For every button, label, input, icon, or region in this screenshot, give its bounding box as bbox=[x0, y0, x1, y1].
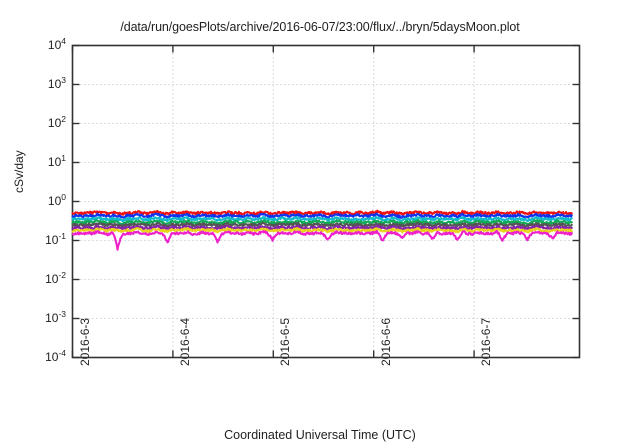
data-series-trace-blue bbox=[71, 212, 573, 219]
data-series-trace-yellow bbox=[71, 226, 573, 234]
y-tick-label: 102 bbox=[47, 113, 66, 130]
y-tick-label: 10-2 bbox=[45, 269, 66, 286]
y-tick-label: 101 bbox=[47, 152, 66, 169]
data-series-trace-magenta bbox=[71, 229, 573, 251]
x-axis-label: Coordinated Universal Time (UTC) bbox=[224, 428, 416, 442]
data-series-trace-red bbox=[71, 209, 573, 217]
y-tick-label: 10-3 bbox=[45, 308, 66, 325]
data-series-layer bbox=[71, 209, 573, 251]
data-series-trace-green bbox=[71, 218, 573, 226]
y-tick-label: 103 bbox=[47, 74, 66, 91]
gridlines bbox=[72, 45, 580, 358]
chart-title: /data/run/goesPlots/archive/2016-06-07/2… bbox=[120, 20, 520, 34]
y-tick-label: 10-1 bbox=[45, 230, 66, 247]
y-tick-label: 104 bbox=[47, 35, 66, 52]
plot-frame bbox=[71, 44, 581, 359]
y-tick-label: 10-4 bbox=[45, 347, 66, 364]
data-series-trace-cyan bbox=[71, 215, 573, 223]
y-tick-label: 100 bbox=[47, 191, 66, 208]
data-series-trace-gray bbox=[71, 221, 573, 228]
data-series-trace-purple bbox=[71, 224, 573, 231]
